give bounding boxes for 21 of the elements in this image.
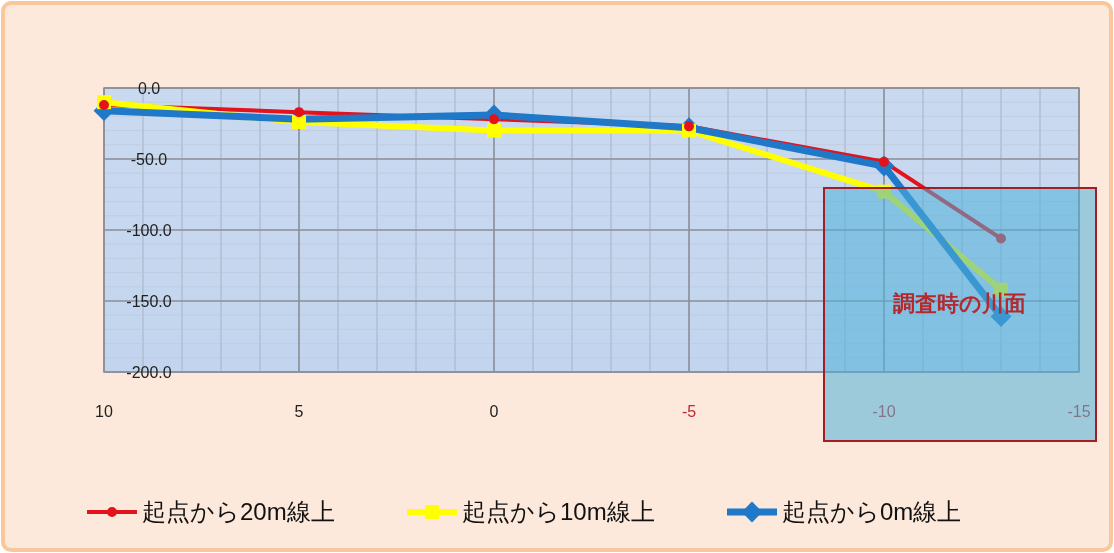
legend-label: 起点から0m線上	[782, 498, 962, 526]
point	[996, 233, 1006, 244]
x-tick-label: 10	[95, 403, 113, 420]
legend-label: 起点から10m線上	[462, 498, 655, 526]
point	[292, 115, 306, 130]
point	[294, 107, 304, 118]
point	[99, 100, 109, 111]
y-tick-label: -50.0	[130, 150, 168, 168]
x-tick-label: -10	[872, 403, 896, 420]
y-tick-label: 0.0	[137, 79, 161, 97]
annotation: 調査時の川面	[892, 290, 1026, 316]
y-tick-label: -150.0	[126, 292, 172, 310]
legend-label: 起点から20m線上	[142, 498, 335, 526]
y-tick-label: -100.0	[126, 221, 172, 239]
point	[877, 184, 891, 199]
x-tick-label: -15	[1067, 403, 1091, 420]
x-tick-label: -5	[681, 403, 697, 420]
point	[487, 123, 501, 138]
x-tick-label: 0	[489, 403, 499, 420]
y-tick-label: -200.0	[126, 363, 172, 381]
x-tick-label: 5	[294, 403, 304, 420]
